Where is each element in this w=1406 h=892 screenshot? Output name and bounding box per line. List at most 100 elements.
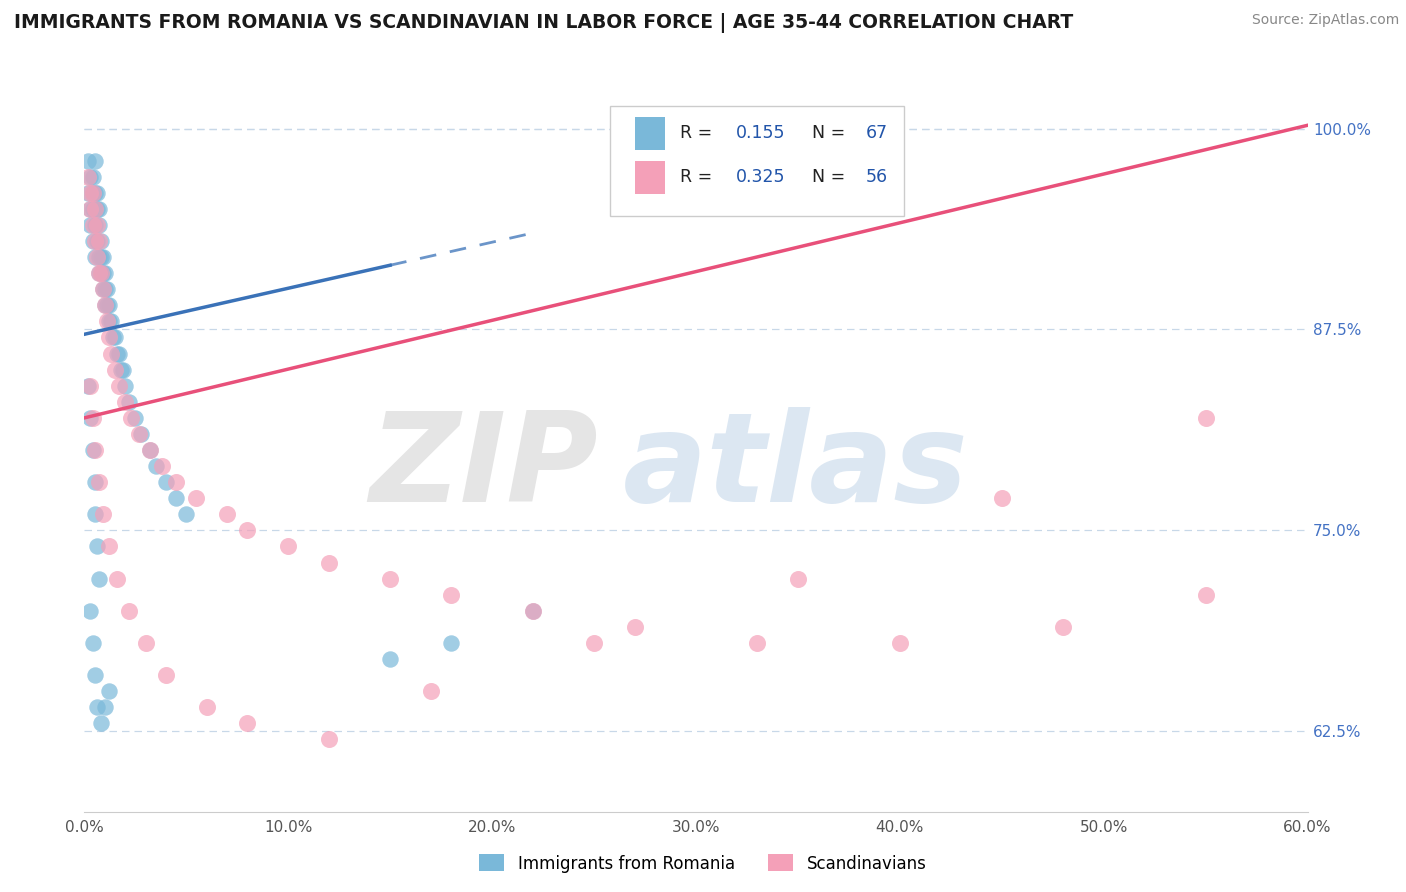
Point	[79, 604, 101, 618]
Text: 67: 67	[866, 124, 889, 143]
Point	[97, 684, 120, 698]
Point	[380, 652, 402, 666]
Point	[82, 186, 104, 200]
Point	[87, 266, 110, 280]
Point	[96, 298, 118, 312]
Point	[82, 410, 104, 425]
Point	[1052, 620, 1074, 634]
Point	[101, 330, 124, 344]
Point	[79, 202, 101, 216]
Point	[82, 234, 104, 248]
Point	[87, 475, 110, 490]
Point	[165, 475, 187, 490]
Point	[105, 346, 128, 360]
Point	[118, 394, 141, 409]
Text: N =: N =	[813, 124, 851, 143]
Point	[318, 732, 340, 747]
Legend: Immigrants from Romania, Scandinavians: Immigrants from Romania, Scandinavians	[472, 847, 934, 880]
Point	[124, 410, 146, 425]
Point	[96, 314, 118, 328]
Point	[86, 250, 108, 264]
Text: atlas: atlas	[623, 408, 969, 528]
Point	[82, 186, 104, 200]
Point	[186, 491, 208, 506]
Point	[93, 700, 115, 714]
Point	[97, 314, 120, 328]
Point	[82, 202, 104, 216]
Point	[82, 636, 104, 650]
Point	[104, 362, 127, 376]
Point	[97, 540, 120, 554]
Point	[82, 218, 104, 232]
Text: R =: R =	[681, 169, 718, 186]
Point	[79, 169, 101, 184]
Point	[79, 378, 101, 392]
Point	[150, 459, 173, 474]
Point	[747, 636, 769, 650]
Point	[83, 443, 105, 458]
Point	[118, 604, 141, 618]
Point	[145, 459, 167, 474]
Text: 0.325: 0.325	[737, 169, 786, 186]
Point	[91, 282, 114, 296]
Point	[79, 186, 101, 200]
Point	[165, 491, 187, 506]
Point	[522, 604, 544, 618]
Point	[108, 378, 131, 392]
Point	[83, 250, 105, 264]
Point	[440, 588, 463, 602]
Point	[83, 202, 105, 216]
Point	[87, 202, 110, 216]
Text: ZIP: ZIP	[370, 408, 598, 528]
Point	[86, 186, 108, 200]
Point	[318, 556, 340, 570]
Point	[91, 508, 114, 522]
Point	[83, 234, 105, 248]
Point	[277, 540, 299, 554]
Point	[86, 234, 108, 248]
FancyBboxPatch shape	[610, 106, 904, 216]
Point	[87, 266, 110, 280]
Point	[420, 684, 443, 698]
Point	[87, 234, 110, 248]
Point	[110, 362, 132, 376]
Point	[440, 636, 463, 650]
Point	[86, 218, 108, 232]
Point	[93, 298, 115, 312]
Point	[131, 426, 153, 441]
Point	[90, 250, 112, 264]
Point	[83, 218, 105, 232]
Point	[93, 282, 115, 296]
Point	[624, 620, 647, 634]
Point	[83, 186, 105, 200]
Point	[86, 540, 108, 554]
Point	[522, 604, 544, 618]
Point	[155, 668, 177, 682]
Text: 0.155: 0.155	[737, 124, 786, 143]
Point	[86, 202, 108, 216]
Point	[128, 426, 150, 441]
Point	[82, 169, 104, 184]
Point	[90, 716, 112, 731]
Point	[100, 346, 122, 360]
Point	[108, 346, 131, 360]
Point	[135, 636, 157, 650]
Point	[217, 508, 239, 522]
Point	[1195, 410, 1218, 425]
Text: IMMIGRANTS FROM ROMANIA VS SCANDINAVIAN IN LABOR FORCE | AGE 35-44 CORRELATION C: IMMIGRANTS FROM ROMANIA VS SCANDINAVIAN …	[14, 13, 1073, 33]
Text: 56: 56	[866, 169, 889, 186]
Point	[236, 716, 259, 731]
Point	[1195, 588, 1218, 602]
Point	[155, 475, 177, 490]
Point	[87, 250, 110, 264]
Point	[583, 636, 606, 650]
Point	[82, 443, 104, 458]
Point	[787, 572, 810, 586]
Point	[105, 572, 128, 586]
Point	[83, 202, 105, 216]
Text: Source: ZipAtlas.com: Source: ZipAtlas.com	[1251, 13, 1399, 28]
Point	[87, 572, 110, 586]
Point	[100, 314, 122, 328]
Point	[104, 330, 127, 344]
FancyBboxPatch shape	[636, 117, 665, 150]
